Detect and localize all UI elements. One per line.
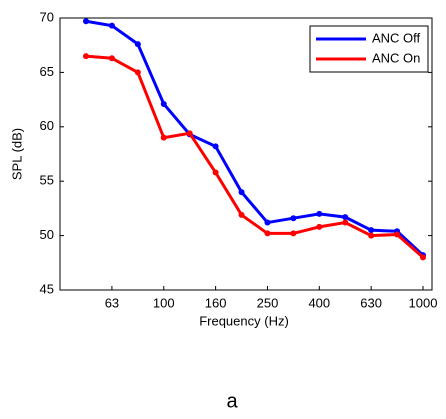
- data-point: [342, 214, 349, 221]
- data-point: [160, 100, 167, 107]
- data-point: [290, 230, 297, 237]
- data-point: [264, 219, 271, 226]
- legend-box: [309, 25, 429, 73]
- data-point: [368, 232, 375, 239]
- caption: a: [226, 390, 238, 412]
- data-point: [186, 130, 193, 137]
- data-point: [83, 18, 89, 25]
- data-point: [108, 22, 115, 29]
- y-tick-label: 55: [40, 173, 54, 188]
- y-tick-label: 45: [40, 281, 54, 296]
- legend-label: ANC On: [372, 50, 420, 65]
- data-point: [394, 231, 401, 238]
- x-tick-label: 100: [153, 295, 175, 310]
- x-tick-label: 400: [308, 295, 330, 310]
- data-point: [316, 210, 323, 217]
- data-point: [83, 53, 89, 60]
- data-point: [342, 219, 349, 226]
- series-line: [85, 19, 425, 257]
- x-tick-label: 160: [205, 295, 227, 310]
- data-point: [212, 143, 219, 150]
- y-tick-label: 60: [40, 118, 54, 133]
- data-point: [212, 169, 219, 176]
- x-tick-label: 250: [257, 295, 279, 310]
- data-point: [420, 254, 426, 261]
- data-point: [290, 215, 297, 222]
- data-point: [134, 41, 141, 48]
- y-tick-label: 70: [40, 9, 54, 24]
- x-tick-label: 630: [360, 295, 382, 310]
- data-point: [160, 134, 167, 141]
- data-point: [238, 189, 245, 196]
- x-tick-label: 1000: [409, 295, 438, 310]
- x-tick-label: 63: [105, 295, 119, 310]
- x-axis-label: Frequency (Hz): [199, 313, 289, 328]
- data-point: [238, 211, 245, 218]
- plot-frame: [59, 17, 433, 291]
- series-line: [85, 54, 424, 259]
- data-point: [264, 230, 271, 237]
- y-axis-label: SPL (dB): [9, 128, 24, 180]
- y-tick-label: 65: [40, 64, 54, 79]
- data-point: [108, 55, 115, 62]
- legend-label: ANC Off: [372, 30, 421, 45]
- data-point: [134, 69, 141, 76]
- data-point: [316, 223, 323, 230]
- y-tick-label: 50: [40, 227, 54, 242]
- data-point: [368, 227, 375, 234]
